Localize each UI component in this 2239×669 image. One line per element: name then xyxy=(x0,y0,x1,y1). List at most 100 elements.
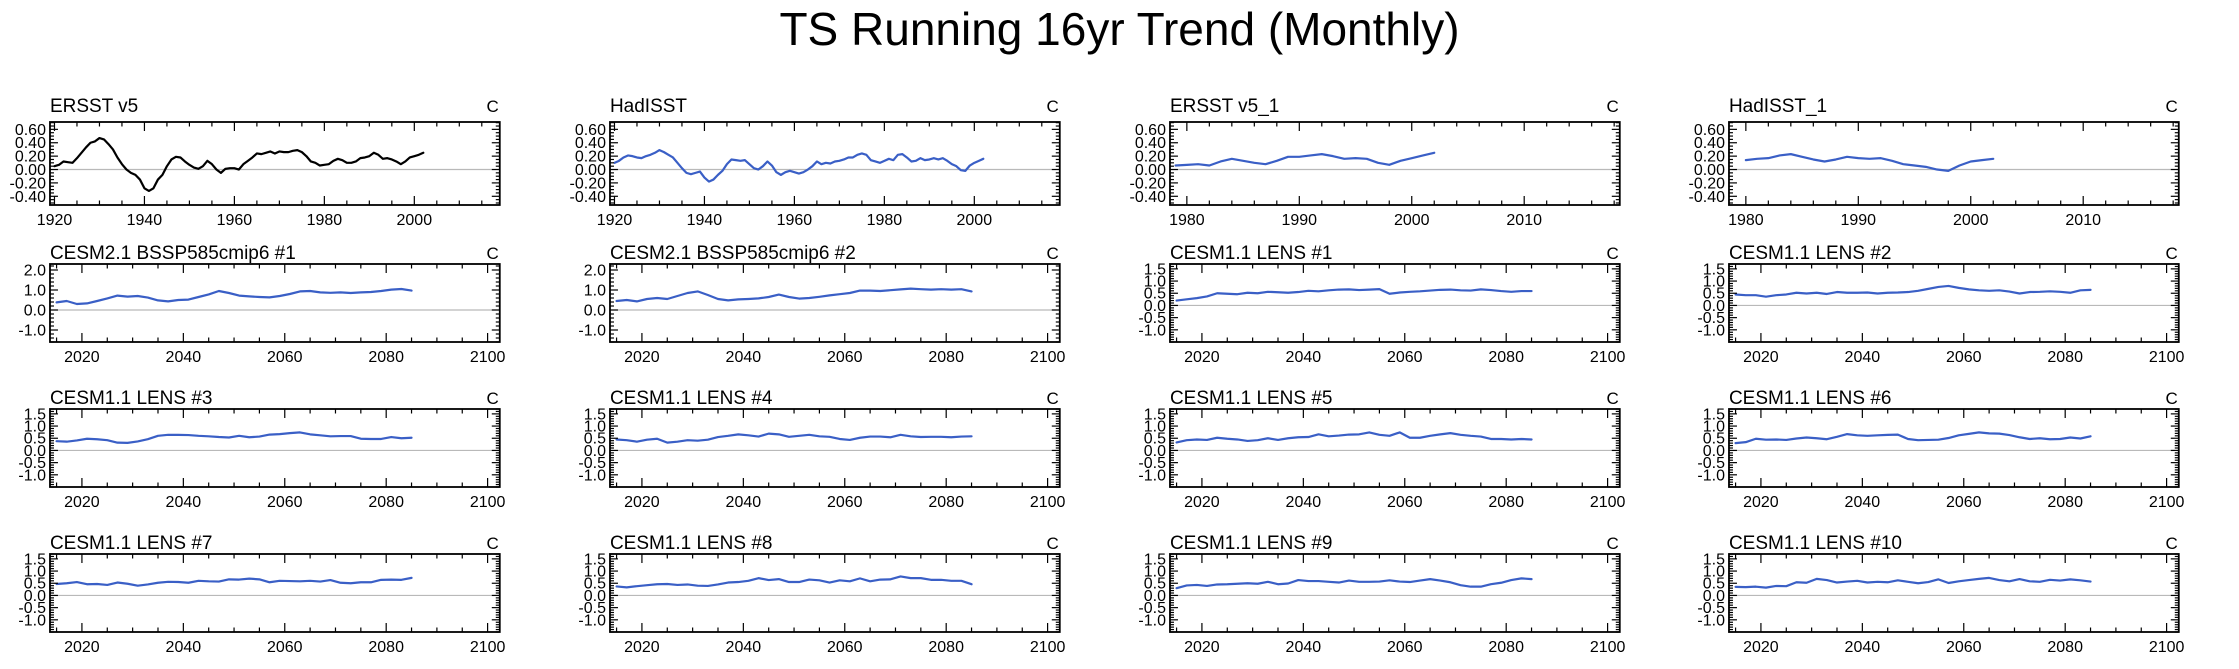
x-tick-label: 2040 xyxy=(1845,639,1881,656)
series-line xyxy=(613,149,985,183)
x-tick-label: 2100 xyxy=(2149,639,2185,656)
y-axis-ticks xyxy=(1169,553,1620,633)
x-tick-label: 2080 xyxy=(2048,349,2084,366)
x-tick-label: 2020 xyxy=(1184,494,1220,511)
y-axis-ticks xyxy=(1729,263,2180,343)
y-tick-label: 0.20 xyxy=(1134,149,1165,166)
x-tick-label: 2080 xyxy=(368,494,404,511)
x-tick-label: 2100 xyxy=(1589,494,1625,511)
x-tick-label: 2020 xyxy=(64,349,100,366)
x-tick-label: 1960 xyxy=(217,212,253,229)
series-line xyxy=(1174,151,1435,167)
chart-canvas: 2020 2040 2060 2080 2100 1.51.00.50.0-0.5-1.0… xyxy=(1138,388,1625,511)
unit-label: C xyxy=(1046,534,1058,553)
y-tick-label: 0.00 xyxy=(15,162,46,179)
y-tick-label: 1.0 xyxy=(1703,564,1725,581)
figure-canvas: TS Running 16yr Trend (Monthly) 1920 1940… xyxy=(0,4,2239,667)
unit-label: C xyxy=(1046,244,1058,263)
x-tick-label: 2100 xyxy=(1030,349,1066,366)
y-tick-label: 2.0 xyxy=(24,262,46,279)
y-tick-label: 1.5 xyxy=(584,406,606,423)
y-tick-label: 0.5 xyxy=(1703,576,1725,593)
y-tick-label: -0.20 xyxy=(1689,175,1726,192)
plot-frame xyxy=(49,553,501,633)
x-tick-label: 2060 xyxy=(267,639,303,656)
x-tick-label: 2060 xyxy=(1386,639,1422,656)
chart-panel-10: 2020 2040 2060 2080 2100 1.5 1.0 0.5 0.0 -0.5 -1.0… xyxy=(1120,377,1680,522)
x-tick-label: 2010 xyxy=(1506,212,1542,229)
x-tick-label: 2060 xyxy=(827,639,863,656)
x-axis-ticks xyxy=(615,554,1048,632)
x-tick-label: 2100 xyxy=(1030,639,1066,656)
panel-title: CESM1.1 LENS #2 xyxy=(1729,243,1891,264)
x-axis-ticks xyxy=(1735,409,2168,487)
x-tick-label: 2040 xyxy=(725,639,761,656)
y-tick-label: 0.0 xyxy=(584,588,606,605)
y-tick-label: 0.40 xyxy=(1694,135,1725,152)
x-axis-ticks xyxy=(1735,554,2168,632)
plot-frame xyxy=(49,408,501,488)
y-tick-label: 0.5 xyxy=(24,576,46,593)
x-tick-label: 2020 xyxy=(64,494,100,511)
plot-frame xyxy=(1168,553,1621,633)
x-tick-label: 2020 xyxy=(1184,349,1220,366)
x-tick-label: 1960 xyxy=(776,212,812,229)
y-tick-label: 0.60 xyxy=(15,122,46,139)
y-tick-label: 1.0 xyxy=(24,419,46,436)
plot-frame xyxy=(1728,121,2180,206)
panel-title: ERSST v5 xyxy=(50,96,138,117)
y-tick-label: 1.0 xyxy=(1703,419,1725,436)
chart-canvas: 1980 1990 2000 2010 0.600.400.200.00-0.20-0.… xyxy=(1689,96,2180,229)
y-tick-label: 0.0 xyxy=(1143,298,1165,315)
y-axis-ticks xyxy=(609,553,1060,633)
plot-frame xyxy=(608,121,1061,206)
x-axis-ticks xyxy=(615,409,1048,487)
chart-canvas: 2020 2040 2060 2080 2100 2.0 1.0 0.0 -1.0 CESM2.1… xyxy=(18,243,505,366)
x-tick-label: 2100 xyxy=(2149,349,2185,366)
y-tick-label: -0.5 xyxy=(1138,310,1166,327)
y-tick-label: 0.0 xyxy=(1143,588,1165,605)
x-tick-label: 2060 xyxy=(1946,494,1982,511)
unit-label: C xyxy=(487,244,499,263)
y-tick-label: 0.40 xyxy=(15,135,46,152)
y-tick-label: -0.5 xyxy=(18,455,46,472)
y-tick-label: -0.5 xyxy=(1698,455,1726,472)
y-tick-label: 0.5 xyxy=(24,431,46,448)
y-tick-label: -1.0 xyxy=(1698,322,1726,339)
y-tick-label: 0.0 xyxy=(1143,443,1165,460)
x-tick-label: 2020 xyxy=(1743,494,1779,511)
chart-canvas: 1980 1990 2000 2010 0.600.400.200.00-0.20-0.… xyxy=(1129,96,1621,229)
x-tick-label: 2080 xyxy=(1488,639,1524,656)
y-tick-label: -0.20 xyxy=(569,175,606,192)
panel-title: CESM1.1 LENS #4 xyxy=(610,388,772,409)
x-tick-label: 1990 xyxy=(1281,212,1317,229)
series-line xyxy=(1174,288,1533,302)
x-axis-ticks xyxy=(55,554,489,632)
y-tick-label: -0.5 xyxy=(1698,310,1726,327)
x-tick-label: 1940 xyxy=(127,212,163,229)
y-tick-label: 0.0 xyxy=(584,443,606,460)
y-tick-label: 0.20 xyxy=(1694,149,1725,166)
y-tick-label: 0.0 xyxy=(1703,298,1725,315)
y-axis-ticks xyxy=(49,408,500,488)
chart-canvas: 2020 2040 2060 2080 2100 2.0 1.0 0.0 -1.0 CESM2.1… xyxy=(578,243,1066,366)
y-tick-label: -1.0 xyxy=(18,467,46,484)
y-tick-label: 0.5 xyxy=(584,431,606,448)
chart-canvas: 2020 2040 2060 2080 2100 1.51.00.50.0-0.5-1.0… xyxy=(1698,243,2185,366)
y-tick-label: 0.5 xyxy=(1143,431,1165,448)
unit-label: C xyxy=(1606,97,1618,116)
x-tick-label: 2000 xyxy=(956,212,992,229)
chart-canvas: 2020 2040 2060 2080 2100 1.51.00.50.0-0.5-1.0… xyxy=(578,533,1066,656)
y-tick-label: -0.5 xyxy=(578,600,606,617)
y-tick-label: -1.0 xyxy=(1698,467,1726,484)
y-tick-label: 0.00 xyxy=(1134,162,1165,179)
panel-title: CESM2.1 BSSP585cmip6 #1 xyxy=(50,243,296,264)
x-tick-label: 2100 xyxy=(2149,494,2185,511)
y-tick-label: 1.0 xyxy=(584,419,606,436)
x-tick-label: 2040 xyxy=(725,494,761,511)
panel-title: CESM1.1 LENS #1 xyxy=(1169,243,1331,264)
y-axis-ticks xyxy=(609,265,1060,343)
y-tick-label: -0.20 xyxy=(1129,175,1166,192)
unit-label: C xyxy=(1606,534,1618,553)
x-tick-label: 2020 xyxy=(624,349,660,366)
